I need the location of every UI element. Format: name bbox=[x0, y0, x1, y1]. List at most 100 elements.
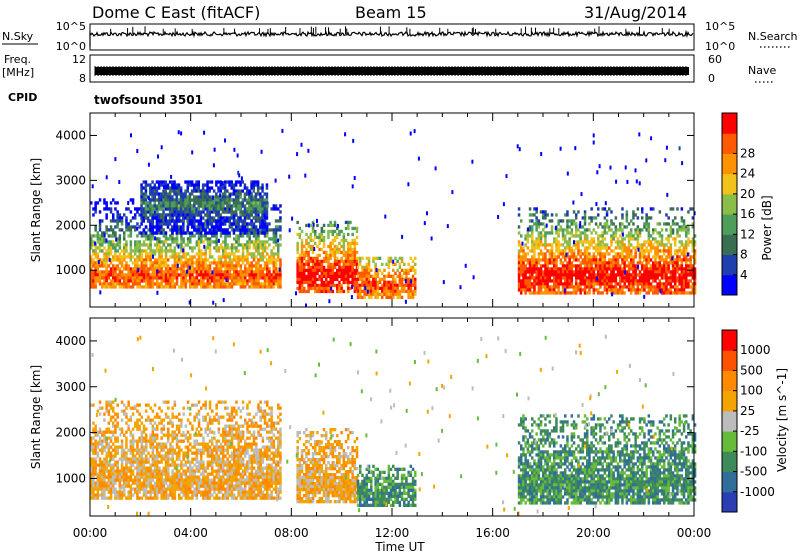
echo-cell bbox=[361, 277, 364, 281]
echo-cell bbox=[374, 283, 377, 287]
echo-cell bbox=[608, 258, 611, 262]
echo-cell bbox=[223, 231, 227, 235]
echo-cell bbox=[182, 192, 185, 196]
echo-cell bbox=[171, 285, 174, 289]
echo-cell bbox=[252, 228, 256, 232]
echo-cell bbox=[215, 270, 218, 274]
echo-cell bbox=[270, 279, 273, 283]
echo-cell bbox=[123, 282, 126, 286]
echo-cell bbox=[145, 252, 148, 256]
echo-cell bbox=[241, 231, 245, 235]
echo-cell bbox=[307, 271, 310, 276]
echo-cell bbox=[689, 255, 692, 259]
echo-cell bbox=[90, 234, 93, 238]
echo-cell bbox=[114, 234, 117, 238]
echo-cell bbox=[605, 288, 609, 292]
echo-cell bbox=[351, 247, 354, 252]
echo-cell bbox=[329, 268, 332, 273]
echo-cell bbox=[195, 270, 199, 274]
echo-cell bbox=[318, 232, 321, 237]
echo-cell bbox=[669, 258, 673, 262]
echo-cell bbox=[632, 216, 635, 220]
echo-cell bbox=[103, 240, 106, 244]
echo-cell bbox=[156, 267, 159, 271]
echo-cell bbox=[252, 282, 256, 286]
echo-cell bbox=[210, 225, 214, 229]
echo-cell bbox=[612, 276, 615, 280]
echo-cell bbox=[634, 231, 637, 235]
echo-cell bbox=[528, 267, 532, 271]
echo-scatter bbox=[451, 190, 454, 195]
echo-scatter bbox=[434, 166, 437, 171]
echo-cell bbox=[667, 276, 670, 280]
echo-cell bbox=[221, 192, 225, 196]
echo-cell bbox=[142, 210, 145, 214]
echo-cell bbox=[98, 219, 102, 223]
echo-cell bbox=[528, 282, 532, 286]
echo-cell bbox=[387, 289, 391, 293]
echo-cell bbox=[241, 261, 245, 265]
echo-cell bbox=[365, 256, 369, 260]
echo-cell bbox=[211, 234, 214, 238]
echo-cell bbox=[533, 213, 536, 217]
echo-cell bbox=[546, 288, 549, 292]
echo-cell bbox=[572, 273, 576, 277]
echo-cell bbox=[197, 213, 200, 217]
echo-cell bbox=[676, 264, 679, 268]
echo-cell bbox=[277, 246, 280, 250]
echo-cell bbox=[553, 276, 556, 280]
echo-cell bbox=[353, 262, 357, 267]
echo-cell bbox=[237, 273, 240, 277]
echo-cell bbox=[266, 279, 269, 283]
echo-cell bbox=[647, 270, 651, 274]
echo-cell bbox=[579, 279, 582, 283]
echo-cell bbox=[407, 268, 410, 272]
echo-cell bbox=[590, 270, 593, 274]
echo-scatter bbox=[459, 285, 462, 290]
echo-cell bbox=[296, 265, 299, 270]
echo-cell bbox=[396, 259, 399, 263]
echo-cell bbox=[173, 261, 177, 265]
echo-cell bbox=[621, 240, 624, 244]
echo-cell bbox=[407, 280, 410, 284]
echo-cell bbox=[594, 249, 598, 253]
echo-cell bbox=[114, 255, 117, 259]
echo-cell bbox=[142, 267, 146, 271]
echo-cell bbox=[151, 252, 155, 256]
echo-cell bbox=[605, 219, 609, 223]
echo-cell bbox=[261, 267, 265, 271]
echo-cell bbox=[555, 273, 558, 277]
echo-cell bbox=[665, 255, 668, 259]
echo-cell bbox=[539, 288, 543, 292]
echo-cell bbox=[206, 207, 209, 211]
echo-cell bbox=[140, 189, 143, 193]
echo-cell bbox=[197, 270, 201, 274]
echo-cell bbox=[255, 270, 258, 274]
echo-cell bbox=[230, 279, 234, 283]
echo-cell bbox=[184, 189, 187, 193]
echo-cell bbox=[147, 270, 150, 274]
echo-cell bbox=[252, 258, 256, 262]
echo-cell bbox=[237, 261, 240, 265]
echo-cell bbox=[239, 204, 242, 208]
echo-cell bbox=[693, 282, 697, 286]
echo-cell bbox=[689, 240, 692, 244]
echo-cell bbox=[588, 270, 591, 274]
echo-cell bbox=[98, 264, 102, 268]
echo-cell bbox=[204, 264, 207, 268]
echo-cell bbox=[322, 289, 326, 294]
echo-cell bbox=[623, 273, 626, 277]
echo-cell bbox=[381, 289, 384, 293]
echo-cell bbox=[630, 276, 633, 280]
echo-cell bbox=[129, 255, 133, 259]
echo-cell bbox=[658, 255, 662, 259]
echo-cell bbox=[344, 259, 348, 264]
echo-cell bbox=[228, 246, 232, 250]
echo-cell bbox=[610, 279, 613, 283]
echo-scatter bbox=[163, 185, 165, 190]
echo-cell bbox=[300, 277, 304, 282]
echo-cell bbox=[195, 231, 199, 235]
echo-cell bbox=[559, 252, 563, 256]
echo-cell bbox=[136, 240, 139, 244]
echo-cell bbox=[98, 210, 102, 214]
